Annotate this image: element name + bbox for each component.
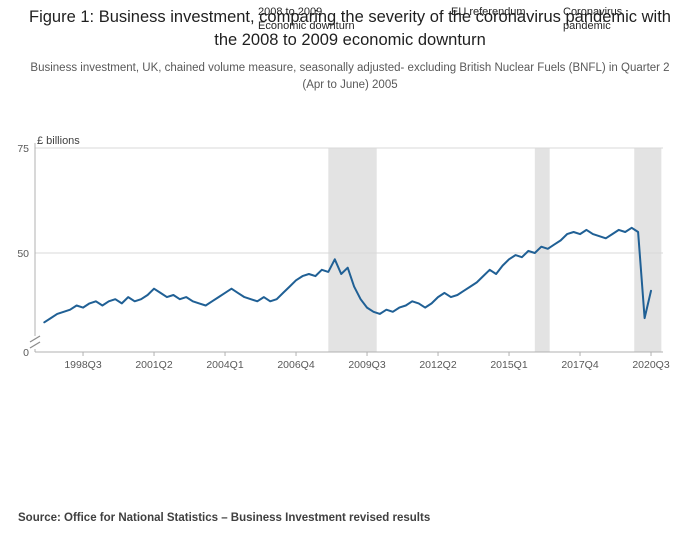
series-line [43,226,652,324]
x-tick-label: 2001Q2 [135,359,173,371]
axis-break-mark [29,335,41,343]
y-tick-label: 50 [17,248,29,260]
y-tick-label: 75 [17,143,29,155]
y-axis-title: £ billions [37,135,80,147]
x-tick-label: 2017Q4 [561,359,599,371]
x-tick-label: 2012Q2 [419,359,457,371]
recession-band [534,148,550,352]
source-note: Source: Office for National Statistics –… [18,512,431,524]
x-tick-label: 1998Q3 [64,359,102,371]
x-tick-label: 2006Q4 [277,359,315,371]
recession-band [328,148,377,352]
y-tick-label: 0 [23,347,29,359]
axis-break-gap [30,336,40,349]
x-tick-label: 2020Q3 [632,359,670,371]
x-tick-label: 2004Q1 [206,359,244,371]
axis-break-mark [29,341,41,349]
chart-title: Figure 1: Business investment, comparing… [29,8,671,50]
recession-band [634,148,662,352]
chart-subtitle: Business investment, UK, chained volume … [30,62,670,92]
x-tick-label: 2015Q1 [490,359,528,371]
x-tick-label: 2009Q3 [348,359,386,371]
